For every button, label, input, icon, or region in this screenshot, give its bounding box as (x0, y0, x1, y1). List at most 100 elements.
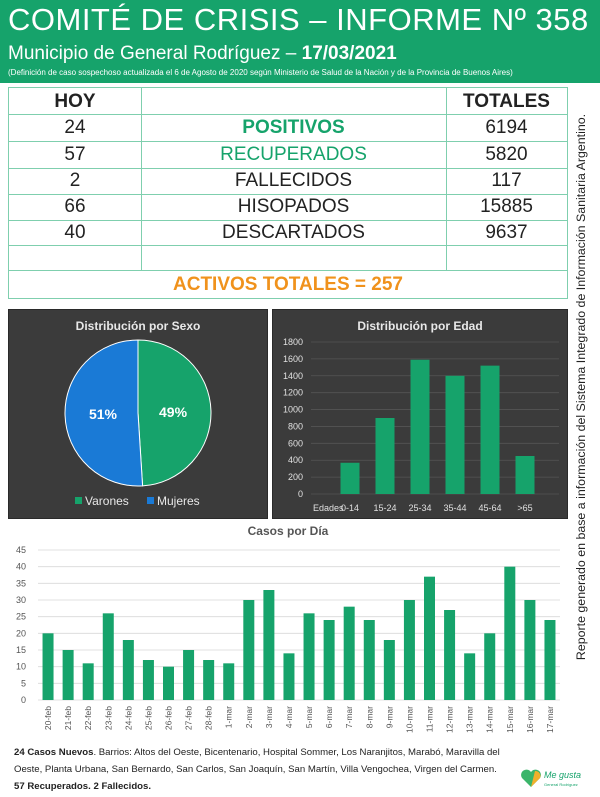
bar-7-mar (343, 606, 355, 700)
x-tick-label: 5-mar (304, 706, 314, 728)
x-tick-label: 6-mar (324, 706, 334, 728)
x-tick-label: 45-64 (478, 503, 501, 513)
y-tick-label: 45 (16, 545, 26, 555)
activos-totales: ACTIVOS TOTALES = 257 (173, 274, 403, 295)
bar-21-feb (62, 650, 74, 700)
header-hoy: HOY (54, 91, 96, 112)
x-tick-label: 26-feb (164, 706, 174, 730)
total-value: 9637 (485, 222, 528, 243)
bar-25-34 (410, 359, 430, 494)
bar-14-mar (484, 633, 496, 700)
x-tick-label: 9-mar (384, 706, 394, 728)
bar-4-mar (283, 653, 295, 700)
bar-2-mar (243, 600, 255, 700)
table-divider (9, 194, 567, 195)
new-cases: 24 Casos Nuevos (14, 747, 94, 758)
x-tick-label: 15-mar (505, 706, 515, 733)
x-tick-label: 35-44 (443, 503, 466, 513)
bar-15-24 (375, 418, 395, 494)
report-subtitle: Municipio de General Rodríguez – 17/03/2… (8, 43, 397, 65)
bar-23-feb (102, 613, 114, 700)
x-tick-label: 0-14 (341, 503, 359, 513)
pie-slice-varones (137, 339, 212, 487)
pie-slice-mujeres (64, 339, 144, 487)
x-tick-label: 24-feb (123, 706, 133, 730)
source-note-text: Reporte generado en base a información d… (574, 113, 588, 661)
row-label: FALLECIDOS (234, 170, 353, 191)
y-tick-label: 1200 (283, 388, 303, 398)
table-divider (9, 114, 567, 115)
slice-label: 51% (89, 406, 118, 422)
y-tick-label: 1000 (283, 405, 303, 415)
bar-45-64 (480, 365, 500, 494)
row-label: RECUPERADOS (220, 144, 367, 165)
total-value: 117 (491, 170, 522, 191)
total-value: 15885 (480, 196, 533, 217)
y-tick-label: 30 (16, 595, 26, 605)
x-tick-label: 16-mar (525, 706, 535, 733)
bar-13-mar (464, 653, 476, 700)
row-label: DESCARTADOS (222, 222, 365, 243)
row-label: HISOPADOS (237, 196, 350, 217)
age-bar-chart: 0 200 400 600 800 1000 1200 1400 1600 1800 Edades0… (283, 337, 559, 513)
bar-10-mar (403, 600, 415, 700)
y-tick-label: 10 (16, 662, 26, 672)
municipality: Municipio de General Rodríguez – (8, 43, 297, 64)
report-header: COMITÉ DE CRISIS – INFORME Nº 358 Munici… (0, 0, 600, 83)
bar-24-feb (122, 640, 134, 700)
y-tick-label: 0 (298, 489, 303, 499)
x-tick-label: 17-mar (545, 706, 555, 733)
y-tick-label: 600 (288, 438, 303, 448)
footer-notes: 24 Casos Nuevos. Barrios: Altos del Oest… (14, 744, 514, 795)
legend-swatch (75, 497, 82, 504)
chart-title: Distribución por Edad (357, 319, 483, 333)
bar-35-44 (445, 375, 465, 494)
report-date: 17/03/2021 (301, 43, 397, 64)
x-tick-label: 1-mar (224, 706, 234, 728)
x-tick-label: 12-mar (445, 706, 455, 733)
x-tick-label: 14-mar (485, 706, 495, 733)
row-label: POSITIVOS (242, 117, 345, 138)
legend-label: Mujeres (157, 494, 200, 508)
x-tick-label: 23-feb (103, 706, 113, 730)
table-divider (446, 88, 447, 270)
heart-icon (521, 769, 541, 787)
y-tick-label: 15 (16, 645, 26, 655)
x-tick-label: 22-feb (83, 706, 93, 730)
logo-text: Me gusta (544, 770, 582, 780)
x-tick-label: 8-mar (364, 706, 374, 728)
x-tick-label: 7-mar (344, 706, 354, 728)
x-tick-label: 21-feb (63, 706, 73, 730)
y-tick-label: 20 (16, 628, 26, 638)
x-tick-label: 4-mar (284, 706, 294, 728)
chart-title: Casos por Día (248, 524, 329, 538)
x-tick-label: 10-mar (404, 706, 414, 733)
x-tick-label: 25-34 (408, 503, 431, 513)
hoy-value: 24 (64, 117, 86, 138)
hoy-value: 66 (64, 196, 86, 217)
y-tick-label: 0 (21, 695, 26, 705)
bar-1-mar (223, 663, 235, 700)
source-note: Reporte generado en base a información d… (566, 87, 596, 687)
y-tick-label: 40 (16, 562, 26, 572)
bar-22-feb (82, 663, 94, 700)
bar-20-feb (42, 633, 54, 700)
pie-chart: 49% 51% Varones Mujeres (64, 339, 212, 508)
definition-note: (Definición de caso sospechoso actualiza… (8, 68, 513, 77)
x-tick-label: 27-feb (184, 706, 194, 730)
barrios-list: . Barrios: Altos del Oeste, Bicentenario… (14, 747, 500, 775)
recovered-deaths: 57 Recuperados. 2 Fallecidos. (14, 781, 152, 792)
x-axis-label: Edades (313, 503, 344, 513)
table-divider (9, 270, 567, 271)
hoy-value: 40 (64, 222, 86, 243)
table-divider (9, 168, 567, 169)
hoy-value: 2 (69, 170, 81, 191)
table-divider (9, 220, 567, 221)
x-tick-label: 11-mar (425, 706, 435, 732)
y-tick-label: 1600 (283, 354, 303, 364)
daily-cases-chart: Casos por Día 0 5 10 15 20 25 30 35 40 45 20-feb 21-… (16, 524, 560, 733)
header-totales: TOTALES (463, 91, 550, 112)
y-tick-label: 800 (288, 421, 303, 431)
total-value: 5820 (485, 144, 528, 165)
y-tick-label: 5 (21, 678, 26, 688)
